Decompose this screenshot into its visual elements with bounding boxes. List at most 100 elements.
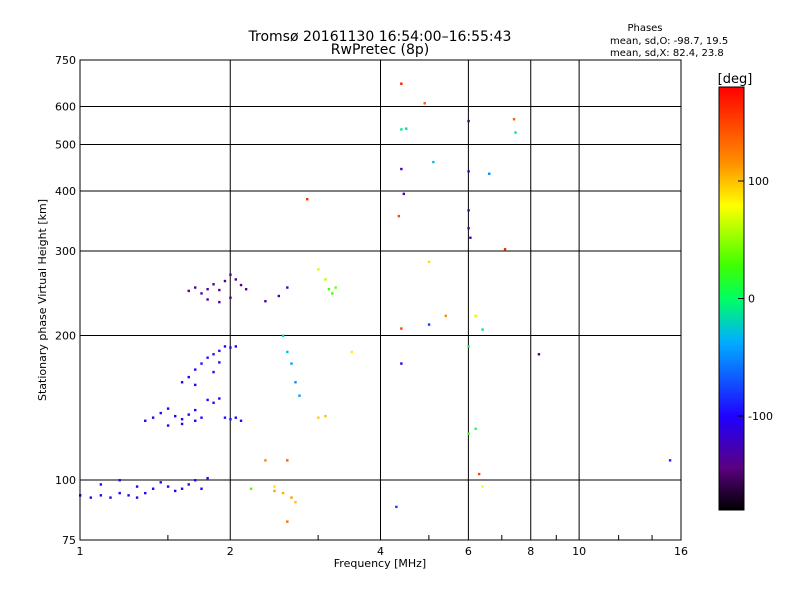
y-tick-label: 500	[55, 139, 76, 152]
data-point	[194, 368, 197, 371]
data-point	[481, 328, 484, 331]
data-point	[273, 485, 276, 488]
data-point	[200, 416, 203, 419]
data-point	[239, 419, 243, 422]
data-point	[180, 487, 184, 490]
data-point	[481, 485, 484, 488]
data-point	[212, 401, 215, 404]
data-point	[206, 288, 209, 291]
data-point	[324, 278, 327, 281]
data-point	[474, 314, 477, 318]
data-point	[427, 323, 431, 326]
data-point	[290, 496, 293, 499]
y-tick-label: 75	[62, 534, 76, 547]
data-point	[514, 131, 517, 134]
data-point	[194, 408, 197, 412]
data-point	[99, 494, 103, 497]
data-point	[294, 500, 297, 504]
x-tick-label: 8	[527, 545, 534, 558]
grid	[80, 60, 681, 540]
y-tick-label: 750	[55, 54, 76, 67]
y-axis-label: Stationary phase Virtual Height [km]	[36, 199, 49, 401]
data-point	[218, 349, 221, 353]
data-point	[427, 260, 431, 264]
data-point	[477, 472, 481, 476]
colorbar-ticks: 100 0 -100	[738, 175, 773, 423]
data-point	[223, 345, 227, 348]
data-point	[212, 370, 215, 374]
data-point	[135, 496, 139, 499]
data-point	[400, 128, 403, 131]
data-point	[327, 288, 331, 291]
y-tick-label: 300	[55, 245, 76, 258]
data-point	[249, 487, 253, 490]
x-tick-label: 1	[77, 545, 84, 558]
data-point	[159, 481, 162, 484]
data-point	[350, 350, 353, 354]
data-point	[298, 394, 301, 397]
data-point	[467, 432, 470, 435]
data-point	[488, 172, 491, 175]
stats-title: Phases	[627, 23, 662, 34]
data-point	[286, 520, 289, 523]
data-point	[512, 118, 516, 121]
data-point	[281, 491, 285, 495]
data-point	[317, 416, 320, 419]
x-tick-label: 4	[377, 545, 384, 558]
data-point	[180, 422, 184, 426]
data-point	[118, 491, 121, 495]
colorbar: [deg] 100 0 -100	[718, 72, 773, 511]
data-point	[206, 476, 209, 480]
colorbar-tick-label: 0	[748, 293, 755, 306]
data-point	[334, 286, 337, 289]
data-point	[324, 414, 327, 418]
data-point	[212, 353, 215, 356]
data-point	[109, 496, 112, 499]
data-point	[206, 298, 209, 301]
data-point	[187, 289, 190, 293]
data-point	[218, 361, 221, 364]
data-point	[290, 362, 293, 365]
data-point	[223, 416, 227, 419]
data-point	[127, 494, 130, 497]
y-tick-label: 100	[55, 474, 76, 487]
data-point	[668, 459, 672, 462]
stats-x-mode: mean, sd,X: 82.4, 23.8	[610, 48, 724, 59]
chart-subtitle: RwPretec (8p)	[331, 42, 429, 58]
colorbar-tick-label: 100	[748, 175, 769, 188]
data-point	[467, 119, 470, 123]
data-point	[194, 479, 197, 482]
data-point	[99, 483, 103, 486]
data-point	[218, 288, 221, 292]
data-point	[294, 381, 297, 384]
data-point	[273, 489, 276, 493]
data-point	[229, 418, 232, 421]
data-point	[234, 416, 238, 419]
data-point	[218, 300, 221, 304]
data-point	[200, 362, 203, 365]
data-point	[234, 345, 238, 348]
data-point	[166, 407, 170, 410]
data-point	[118, 479, 121, 482]
data-point	[244, 288, 248, 291]
data-point	[180, 381, 184, 384]
data-point	[467, 209, 470, 212]
data-point	[444, 314, 447, 318]
data-point	[239, 283, 243, 287]
data-point	[474, 427, 477, 430]
data-point	[166, 485, 170, 488]
data-point	[229, 273, 232, 276]
data-point	[144, 491, 147, 495]
data-point	[229, 296, 232, 299]
data-point	[206, 398, 209, 402]
data-point	[159, 411, 162, 415]
data-point	[200, 487, 203, 490]
data-point	[229, 346, 232, 349]
data-point	[400, 82, 403, 85]
data-point	[173, 489, 177, 493]
data-point	[200, 292, 203, 295]
data-point	[397, 214, 401, 218]
data-point	[286, 459, 289, 462]
data-point	[135, 485, 139, 488]
